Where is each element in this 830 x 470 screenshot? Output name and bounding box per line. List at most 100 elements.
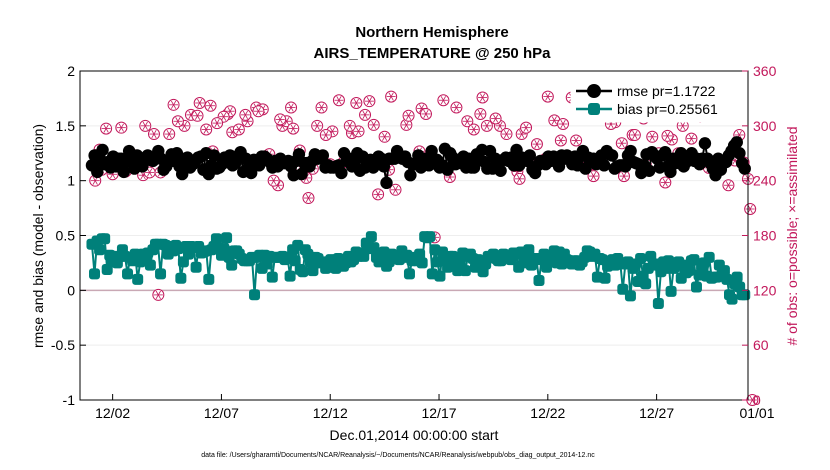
obs-marker-cross	[471, 125, 477, 134]
bias-point	[731, 271, 743, 283]
obs-marker-cross	[170, 100, 177, 109]
obs-marker-cross	[242, 110, 248, 119]
obs-marker-cross	[558, 136, 564, 145]
bias-point	[190, 261, 202, 273]
bias-series	[86, 231, 751, 309]
obs-point	[513, 172, 526, 185]
obs-point	[372, 188, 385, 201]
obs-marker-cross	[118, 123, 124, 132]
bias-point	[94, 244, 106, 256]
obs-point	[646, 130, 659, 143]
obs-marker-cross	[142, 121, 148, 130]
obs-marker-cross	[479, 93, 486, 102]
bias-point	[122, 268, 134, 280]
y2-axis-ticks: 0 60 120 180 240 300 360	[742, 63, 777, 408]
obs-marker-cross	[664, 131, 671, 140]
obs-marker-cross	[464, 117, 470, 126]
obs-point	[467, 123, 480, 136]
y2-tick-label: 120	[753, 282, 777, 298]
obs-marker-cross	[336, 96, 342, 105]
x-tick-label: 12/02	[95, 405, 130, 421]
obs-marker-cross	[277, 115, 283, 124]
obs-marker-cross	[347, 121, 353, 130]
obs-point	[659, 176, 672, 189]
obs-point	[332, 94, 345, 107]
bias-point	[414, 248, 426, 260]
obs-point	[100, 122, 113, 135]
obs-point	[722, 179, 735, 192]
obs-marker-cross	[680, 121, 686, 130]
y-tick-label: 0	[67, 282, 75, 298]
obs-point	[437, 94, 450, 107]
obs-point	[363, 95, 376, 108]
bias-point	[665, 285, 677, 297]
obs-marker-cross	[290, 124, 296, 133]
obs-marker-cross	[560, 119, 566, 129]
bias-point	[144, 259, 156, 271]
obs-point	[461, 115, 474, 128]
obs-marker-cross	[103, 124, 109, 133]
obs-marker-cross	[534, 140, 540, 149]
obs-point	[267, 174, 280, 187]
obs-marker-cross	[236, 125, 242, 134]
obs-point	[239, 108, 252, 121]
x-tick-label: 12/17	[421, 405, 456, 421]
obs-point	[548, 114, 561, 127]
bias-point	[624, 290, 636, 302]
obs-marker-cross	[181, 121, 188, 130]
bias-point	[726, 293, 738, 305]
obs-point	[191, 109, 204, 122]
y-tick-label: -1	[63, 392, 76, 408]
rmse-point	[96, 143, 109, 157]
legend: rmse pr=1.1722 bias pr=0.25561	[570, 78, 744, 123]
obs-marker-cross	[573, 136, 579, 145]
obs-marker-cross	[632, 130, 638, 140]
bias-point	[89, 268, 101, 280]
obs-point	[139, 119, 152, 132]
bias-point	[403, 268, 415, 280]
obs-marker-cross	[423, 109, 429, 119]
obs-point	[617, 170, 630, 183]
obs-point	[359, 108, 372, 121]
obs-marker-cross	[188, 110, 194, 119]
legend-rmse-marker	[587, 84, 601, 98]
y2-tick-label: 60	[753, 337, 769, 353]
obs-point	[480, 119, 493, 132]
obs-marker-cross	[323, 130, 329, 140]
obs-marker-cross	[484, 121, 490, 130]
obs-point	[419, 107, 432, 120]
obs-point	[200, 123, 213, 136]
obs-marker-cross	[366, 97, 372, 106]
bias-point	[599, 272, 611, 284]
rmse-point	[380, 176, 393, 190]
obs-marker-cross	[155, 290, 161, 299]
obs-point	[115, 121, 128, 134]
obs-marker-cross	[255, 107, 262, 116]
x-tick-label: 12/22	[530, 405, 565, 421]
rmse-point	[605, 149, 619, 162]
obs-point	[530, 138, 543, 151]
obs-marker-cross	[477, 109, 483, 119]
obs-point	[450, 101, 463, 114]
rmse-point	[295, 167, 308, 181]
rmse-point	[698, 137, 712, 150]
obs-point	[319, 128, 332, 141]
obs-marker-cross	[175, 117, 181, 126]
obs-point	[587, 170, 600, 183]
legend-rmse-label: rmse pr=1.1722	[617, 83, 716, 99]
rmse-point	[624, 144, 637, 158]
obs-point	[628, 128, 641, 141]
obs-point	[311, 119, 324, 132]
bias-point	[226, 259, 238, 271]
obs-marker-cross	[725, 181, 732, 190]
y-tick-label: 1	[67, 173, 75, 189]
rmse-point	[117, 165, 131, 179]
obs-point	[285, 101, 298, 114]
bias-point	[690, 281, 702, 293]
obs-point	[500, 128, 513, 141]
legend-bias-label: bias pr=0.25561	[617, 101, 718, 117]
obs-point	[163, 128, 176, 141]
y-tick-label: 2	[67, 63, 75, 79]
obs-marker-cross	[375, 190, 381, 199]
